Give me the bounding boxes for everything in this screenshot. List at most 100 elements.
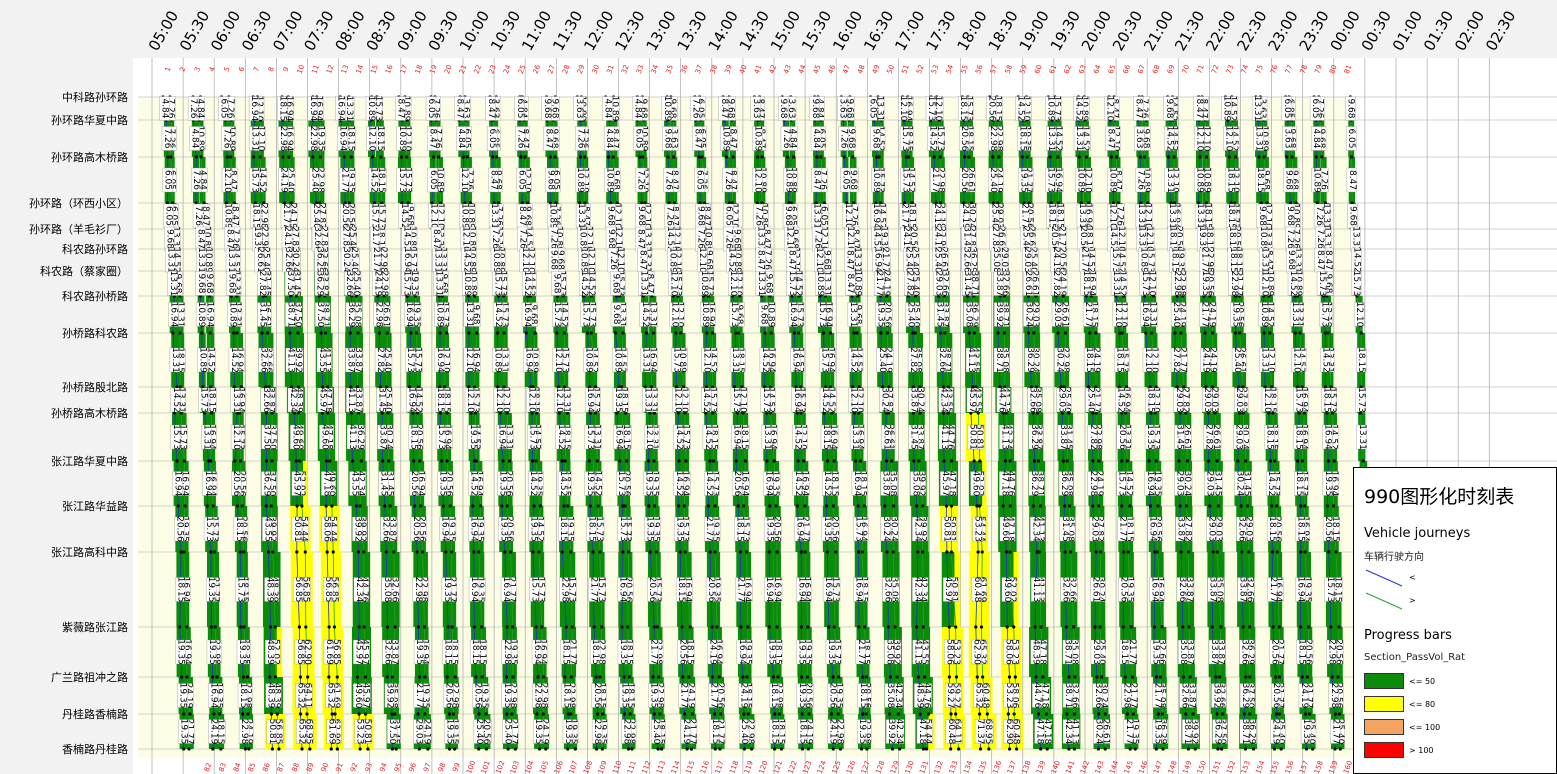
stop-dot: [531, 550, 535, 554]
volume-label: 42.34: [912, 577, 922, 603]
volume-label: 35.08: [885, 683, 895, 709]
volume-label: 25.40: [474, 719, 484, 745]
stop-dot: [687, 675, 691, 679]
stop-dot: [800, 675, 804, 679]
stop-dot: [1004, 550, 1009, 554]
stop-dot: [209, 550, 213, 554]
stop-dot: [170, 201, 175, 205]
stop-dot: [944, 504, 949, 508]
stop-dot: [390, 747, 394, 751]
stop-dot: [972, 459, 976, 463]
volume-label: 7.26: [665, 206, 675, 226]
stop-dot: [268, 625, 273, 629]
volume-label: 13.31: [434, 271, 444, 297]
stop-dot: [991, 155, 995, 159]
stop-dot: [596, 504, 600, 508]
volume-label: 33.87: [346, 347, 356, 373]
volume-label: 19.35: [179, 719, 189, 745]
stop-dot: [1268, 331, 1272, 335]
volume-label: 15.73: [436, 424, 446, 450]
stop-dot: [1034, 675, 1038, 679]
stop-dot: [647, 504, 651, 508]
volume-label: 12.10: [553, 347, 563, 373]
volume-label: 14.52: [793, 424, 803, 450]
stop-dot: [491, 155, 495, 159]
stop-dot: [418, 459, 422, 463]
volume-label: 37.50: [285, 271, 295, 297]
stop-dot: [938, 155, 942, 159]
volume-label: 49.60: [319, 424, 329, 450]
stop-dot: [1097, 459, 1101, 463]
stop-dot: [205, 504, 209, 508]
stop-dot: [318, 155, 322, 159]
stop-dot: [243, 747, 248, 751]
stop-dot: [1221, 712, 1225, 716]
volume-label: 3.63: [837, 98, 847, 118]
stop-dot: [510, 712, 514, 716]
volume-label: 13.31: [638, 271, 648, 297]
volume-label: 15.73: [397, 167, 407, 193]
volume-label: 19.35: [178, 683, 188, 709]
volume-label: 6.05: [867, 98, 877, 118]
volume-label: 12.10: [898, 96, 908, 122]
stop-dot: [330, 504, 334, 508]
stop-dot: [713, 747, 717, 751]
stop-dot: [1302, 504, 1307, 508]
stop-dot: [332, 625, 337, 629]
stop-dot: [939, 331, 943, 335]
stop-dot: [298, 675, 303, 679]
stop-dot: [985, 712, 989, 716]
stop-dot: [1097, 712, 1101, 716]
stop-dot: [1184, 712, 1188, 716]
stop-dot: [1361, 459, 1365, 463]
volume-label: 59.27: [945, 683, 955, 709]
volume-label: 15.73: [370, 203, 380, 229]
volume-label: 8.47: [431, 229, 441, 249]
stop-dot: [679, 331, 683, 335]
volume-label: 22.98: [988, 126, 998, 152]
stop-dot: [736, 331, 741, 335]
volume-label: 6.05: [164, 206, 174, 226]
stop-dot: [887, 712, 892, 716]
stop-dot: [327, 625, 331, 629]
stop-dot: [763, 331, 767, 335]
stop-dot: [769, 331, 773, 335]
stop-dot: [1133, 747, 1137, 751]
stop-dot: [1033, 625, 1037, 629]
volume-label: 12.10: [554, 387, 564, 413]
stop-dot: [898, 747, 902, 751]
stop-dot: [651, 675, 655, 679]
volume-label: 7.26: [636, 170, 646, 190]
volume-label: 24.19: [208, 719, 218, 745]
volume-label: 16.94: [402, 247, 412, 273]
stop-dot: [767, 550, 771, 554]
stop-dot: [178, 625, 182, 629]
volume-label: 44.76: [997, 387, 1007, 413]
volume-label: 16.94: [737, 639, 747, 665]
stop-dot: [289, 385, 294, 389]
stop-dot: [441, 504, 446, 508]
stop-dot: [393, 712, 397, 716]
stop-dot: [477, 550, 481, 554]
volume-label: 16.94: [468, 516, 478, 542]
volume-label: 32.66: [382, 639, 392, 665]
volume-label: 13.31: [201, 424, 211, 450]
stop-dot: [1178, 504, 1182, 508]
volume-label: 13.31: [226, 247, 236, 273]
stop-dot: [383, 504, 387, 508]
stop-dot: [842, 155, 846, 159]
volume-label: 12.10: [527, 387, 537, 413]
stop-dot: [1240, 550, 1244, 554]
volume-label: 10.89: [612, 347, 622, 373]
stop-dot: [442, 385, 447, 389]
stop-dot: [564, 625, 568, 629]
stop-dot: [165, 201, 170, 205]
stop-dot: [708, 459, 712, 463]
stop-dot: [628, 712, 632, 716]
stop-dot: [537, 550, 541, 554]
volume-label: 8.47: [636, 229, 646, 249]
volume-label: 58.06: [1003, 639, 1013, 665]
volume-label: 50.81: [968, 424, 978, 450]
stop-dot: [229, 155, 233, 159]
stop-dot: [323, 331, 328, 335]
